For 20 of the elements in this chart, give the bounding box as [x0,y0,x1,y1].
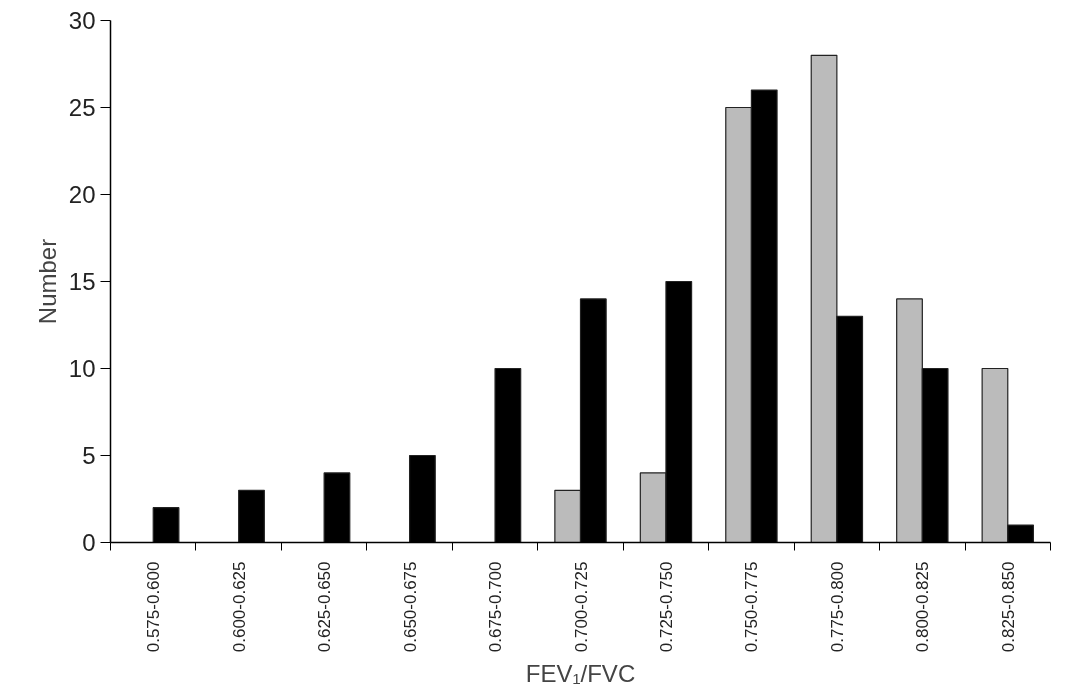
y-tick-label: 5 [82,442,96,469]
y-tick-label: 10 [68,355,96,382]
x-tick-label: 0.600-0.625 [229,561,249,653]
x-tick-label: 0.800-0.825 [913,561,933,653]
y-tick-label: 0 [82,529,96,556]
y-tick-label: 25 [68,94,96,121]
x-tick-label: 0.650-0.675 [400,561,420,653]
y-tick-label: 15 [68,268,96,295]
x-tick-label: 0.675-0.700 [486,561,506,653]
y-axis-title: Number [33,238,61,325]
y-tick-label: 20 [68,181,96,208]
x-tick-label: 0.775-0.800 [827,561,847,653]
x-tick-label: 0.725-0.750 [656,561,676,653]
x-tick-label: 0.700-0.725 [571,561,591,653]
y-tick-label: 30 [68,7,96,34]
x-tick-label: 0.625-0.650 [315,561,335,653]
x-tick-label: 0.575-0.600 [144,561,164,653]
x-tick-label: 0.825-0.850 [998,561,1018,653]
x-axis-title: FEV₁/FVC [525,660,636,688]
x-tick-label: 0.750-0.775 [742,561,762,653]
